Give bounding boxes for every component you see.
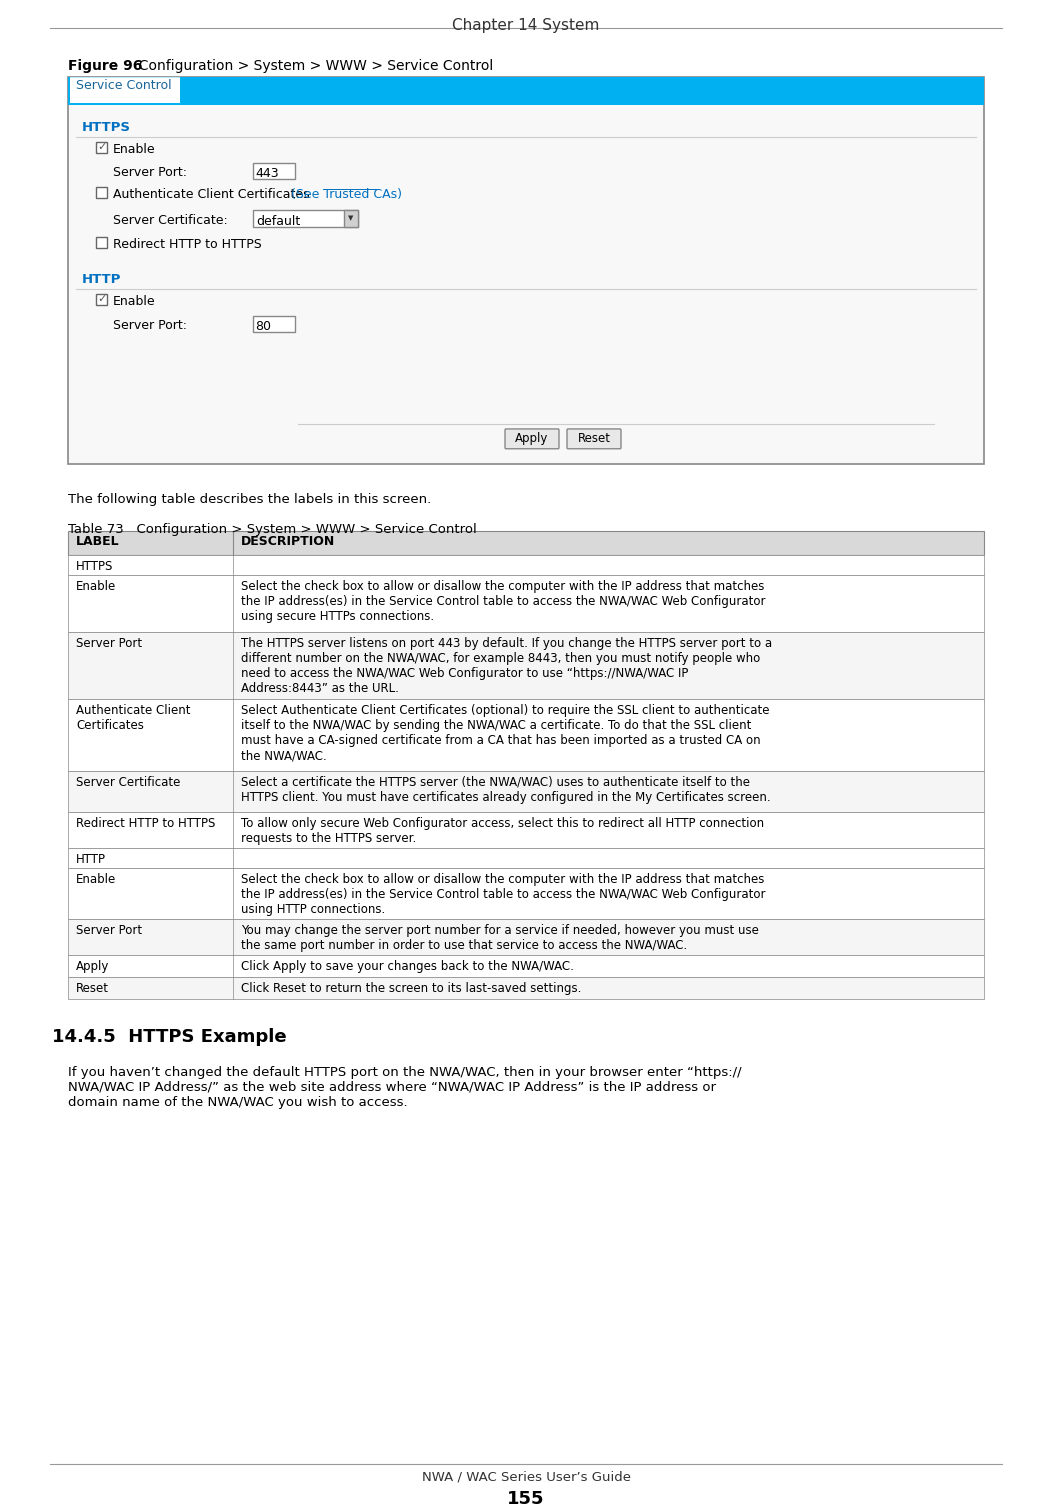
Text: Enable: Enable [76, 872, 117, 886]
Bar [344, 210, 358, 226]
Text: Server Port:: Server Port: [113, 166, 187, 180]
Text: Authenticate Client
Certificates: Authenticate Client Certificates [76, 705, 190, 732]
Text: Redirect HTTP to HTTPS: Redirect HTTP to HTTPS [113, 238, 262, 250]
Text: Chapter 14 System: Chapter 14 System [452, 18, 600, 33]
Text: ✓: ✓ [98, 142, 107, 152]
Bar [68, 955, 984, 976]
Text: Select the check box to allow or disallow the computer with the IP address that : Select the check box to allow or disallo… [241, 872, 766, 916]
FancyBboxPatch shape [567, 429, 621, 448]
Text: HTTP: HTTP [82, 273, 121, 287]
Text: Configuration > System > WWW > Service Control: Configuration > System > WWW > Service C… [130, 59, 493, 74]
Bar [68, 976, 984, 999]
Text: DESCRIPTION: DESCRIPTION [241, 534, 336, 548]
Text: If you haven’t changed the default HTTPS port on the NWA/WAC, then in your brows: If you haven’t changed the default HTTPS… [68, 1065, 742, 1109]
Text: Click Apply to save your changes back to the NWA/WAC.: Click Apply to save your changes back to… [241, 960, 574, 973]
Bar [68, 555, 984, 575]
Text: Click Reset to return the screen to its last-saved settings.: Click Reset to return the screen to its … [241, 982, 582, 994]
Text: HTTP: HTTP [76, 853, 106, 866]
Text: The HTTPS server listens on port 443 by default. If you change the HTTPS server : The HTTPS server listens on port 443 by … [241, 637, 772, 696]
Text: Apply: Apply [515, 433, 549, 445]
Text: Enable: Enable [76, 579, 117, 593]
Text: Server Port: Server Port [76, 924, 142, 937]
Text: Reset: Reset [578, 433, 610, 445]
Text: HTTPS: HTTPS [76, 560, 114, 573]
Bar [68, 77, 984, 106]
Bar [68, 632, 984, 699]
Text: NWA / WAC Series User’s Guide: NWA / WAC Series User’s Guide [422, 1470, 630, 1483]
Text: You may change the server port number for a service if needed, however you must : You may change the server port number fo… [241, 924, 758, 952]
Text: 14.4.5  HTTPS Example: 14.4.5 HTTPS Example [52, 1028, 286, 1046]
FancyBboxPatch shape [70, 77, 180, 103]
Text: Server Certificate:: Server Certificate: [113, 214, 227, 226]
Text: default: default [256, 214, 300, 228]
Text: Enable: Enable [113, 296, 156, 308]
Text: Table 73   Configuration > System > WWW > Service Control: Table 73 Configuration > System > WWW > … [68, 524, 477, 536]
Text: Figure 96: Figure 96 [68, 59, 142, 74]
Bar [96, 294, 107, 305]
Text: Select Authenticate Client Certificates (optional) to require the SSL client to : Select Authenticate Client Certificates … [241, 705, 769, 762]
Bar [96, 187, 107, 198]
Text: Authenticate Client Certificates: Authenticate Client Certificates [113, 189, 309, 201]
Text: Server Certificate: Server Certificate [76, 776, 180, 789]
Bar [68, 812, 984, 848]
Text: ✓: ✓ [98, 294, 107, 305]
Text: Select the check box to allow or disallow the computer with the IP address that : Select the check box to allow or disallo… [241, 579, 766, 623]
Text: ▼: ▼ [348, 214, 353, 220]
Bar [252, 163, 295, 180]
Text: Select a certificate the HTTPS server (the NWA/WAC) uses to authenticate itself : Select a certificate the HTTPS server (t… [241, 776, 771, 804]
Bar [252, 210, 358, 226]
Bar [252, 315, 295, 332]
Bar [96, 142, 107, 152]
Bar [68, 919, 984, 955]
Bar [68, 77, 984, 463]
Text: Apply: Apply [76, 960, 109, 973]
Bar [68, 531, 984, 555]
Text: 443: 443 [255, 167, 279, 181]
Text: LABEL: LABEL [76, 534, 120, 548]
Bar [68, 771, 984, 812]
FancyBboxPatch shape [505, 429, 559, 448]
Bar [68, 575, 984, 632]
Bar [96, 237, 107, 247]
Text: Server Port:: Server Port: [113, 318, 187, 332]
Text: HTTPS: HTTPS [82, 121, 132, 134]
Text: To allow only secure Web Configurator access, select this to redirect all HTTP c: To allow only secure Web Configurator ac… [241, 818, 764, 845]
Text: Service Control: Service Control [76, 80, 171, 92]
Text: Server Port: Server Port [76, 637, 142, 650]
Text: Enable: Enable [113, 143, 156, 155]
Bar [68, 868, 984, 919]
Bar [68, 699, 984, 771]
Text: The following table describes the labels in this screen.: The following table describes the labels… [68, 493, 431, 507]
Text: Reset: Reset [76, 982, 109, 994]
Bar [68, 848, 984, 868]
Text: (See Trusted CAs): (See Trusted CAs) [291, 189, 402, 201]
Text: Redirect HTTP to HTTPS: Redirect HTTP to HTTPS [76, 818, 216, 830]
Text: 155: 155 [507, 1489, 545, 1507]
Text: 80: 80 [255, 320, 271, 333]
